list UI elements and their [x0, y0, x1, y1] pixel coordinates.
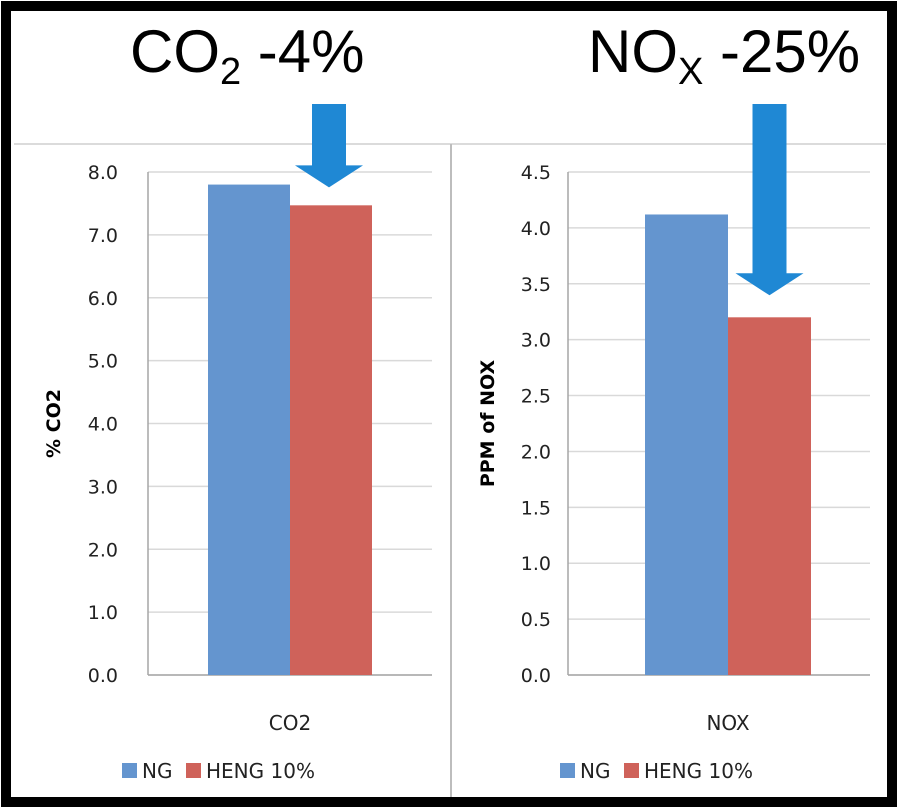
y-tick-label: 0.0: [521, 665, 551, 687]
bar-ng: [208, 184, 290, 675]
category-label: NOX: [706, 711, 749, 735]
y-tick-label: 4.0: [88, 414, 118, 436]
legend-label: NG: [142, 759, 172, 783]
category-label: CO2: [269, 711, 311, 735]
y-tick-label: 2.5: [521, 386, 551, 408]
y-tick-label: 3.0: [521, 330, 551, 352]
y-tick-label: 4.5: [521, 162, 551, 184]
y-tick-label: 7.0: [88, 225, 118, 247]
chart-panel-co2: 0.0 1.0 2.0 3.0 4.0 5.0 6.0 7.0 8.0 % CO2 CO2 NG HEN…: [43, 162, 432, 783]
y-tick-label: 5.0: [88, 351, 118, 373]
y-tick-label: 8.0: [88, 162, 118, 184]
headline-co2-sub: 2: [220, 51, 242, 93]
y-tick-label: 2.0: [88, 539, 118, 561]
down-arrow-icon: [735, 104, 804, 296]
y-tick-label: 0.5: [521, 609, 551, 631]
legend-swatch: [560, 763, 575, 778]
headline-co2-tail: -4%: [241, 18, 365, 85]
y-tick-label: 4.0: [521, 218, 551, 240]
bar-heng: [290, 205, 372, 676]
y-axis-title: PPM of NOX: [477, 359, 499, 487]
legend-swatch: [186, 763, 201, 778]
down-arrow-icon: [295, 104, 363, 188]
legend-swatch: [624, 763, 639, 778]
headline-nox: NOX -25%: [588, 22, 860, 93]
y-tick-label: 2.0: [521, 441, 551, 463]
chart-panel-nox: 0.0 0.5 1.0 1.5 2.0 2.5 3.0 3.5 4.0 4.5 PPM of NOX…: [477, 162, 870, 783]
bar-heng: [728, 317, 811, 675]
y-tick-label: 3.5: [521, 274, 551, 296]
headline-nox-main: NO: [588, 18, 678, 85]
headline-nox-tail: -25%: [703, 18, 861, 85]
legend-label: NG: [580, 759, 610, 783]
y-tick-label: 0.0: [88, 665, 118, 687]
headline-co2: CO2 -4%: [130, 22, 365, 93]
bar-ng: [645, 214, 728, 675]
headline-nox-sub: X: [678, 51, 704, 93]
y-tick-label: 6.0: [88, 288, 118, 310]
y-tick-label: 1.0: [88, 602, 118, 624]
y-tick-label: 3.0: [88, 476, 118, 498]
y-tick-label: 1.5: [521, 497, 551, 519]
headline-co2-main: CO: [130, 18, 220, 85]
legend-label: HENG 10%: [206, 759, 315, 783]
y-tick-label: 1.0: [521, 553, 551, 575]
legend-swatch: [122, 763, 137, 778]
legend-label: HENG 10%: [644, 759, 753, 783]
y-axis-title: % CO2: [43, 389, 65, 458]
